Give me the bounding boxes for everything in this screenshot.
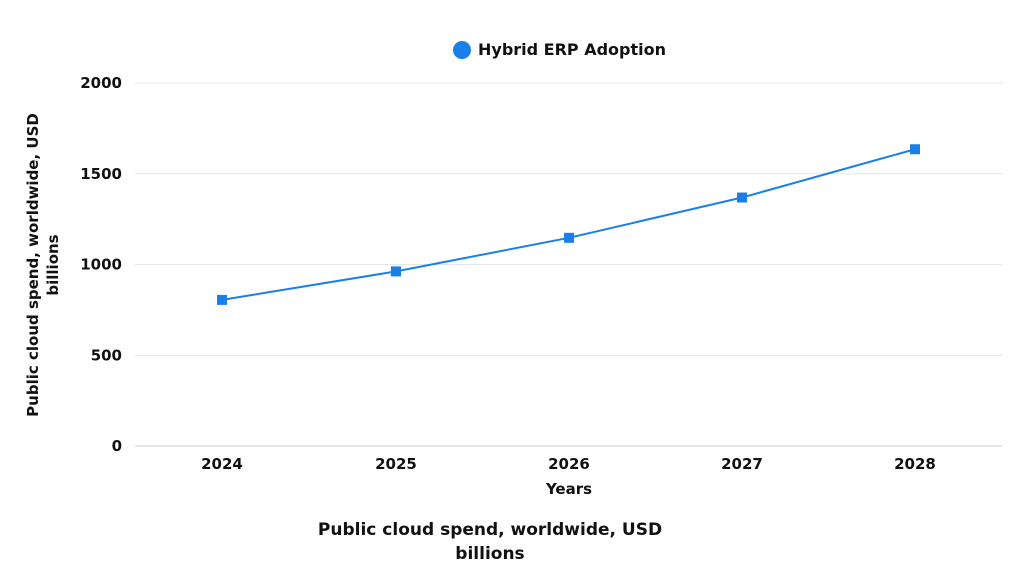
y-tick-label: 500: [91, 346, 122, 364]
data-point[interactable]: [910, 144, 920, 155]
y-axis-label-line-2: billions: [44, 234, 62, 295]
x-tick-label: 2025: [375, 455, 417, 473]
y-tick-label: 1500: [80, 165, 122, 183]
x-tick-labels: 2024 2025 2026 2027 2028: [201, 455, 936, 473]
y-tick-label: 2000: [80, 74, 122, 92]
x-tick-label: 2028: [894, 455, 936, 473]
y-axis-label: Public cloud spend, worldwide, USD billi…: [24, 113, 62, 417]
data-point[interactable]: [564, 232, 574, 243]
legend[interactable]: Hybrid ERP Adoption: [453, 40, 666, 59]
data-point[interactable]: [737, 192, 747, 203]
x-tick-label: 2027: [721, 455, 763, 473]
y-tick-label: 0: [112, 437, 122, 455]
caption-line-2: billions: [455, 544, 525, 564]
series-layer: [217, 144, 920, 305]
caption-line-1: Public cloud spend, worldwide, USD: [317, 520, 663, 540]
y-tick-label: 1000: [80, 256, 122, 274]
y-tick-labels: 0 500 1000 1500 2000: [80, 74, 122, 455]
gridlines: [135, 82, 1002, 447]
legend-label: Hybrid ERP Adoption: [478, 40, 666, 59]
y-axis-label-line-1: Public cloud spend, worldwide, USD: [24, 113, 42, 417]
series-line: [221, 148, 916, 301]
data-point[interactable]: [391, 266, 401, 277]
chart-caption: Public cloud spend, worldwide, USD billi…: [290, 518, 690, 566]
x-tick-label: 2026: [548, 455, 590, 473]
data-point[interactable]: [217, 294, 227, 305]
x-tick-label: 2024: [201, 455, 243, 473]
legend-marker: [453, 41, 471, 59]
x-axis-label: Years: [545, 480, 592, 498]
